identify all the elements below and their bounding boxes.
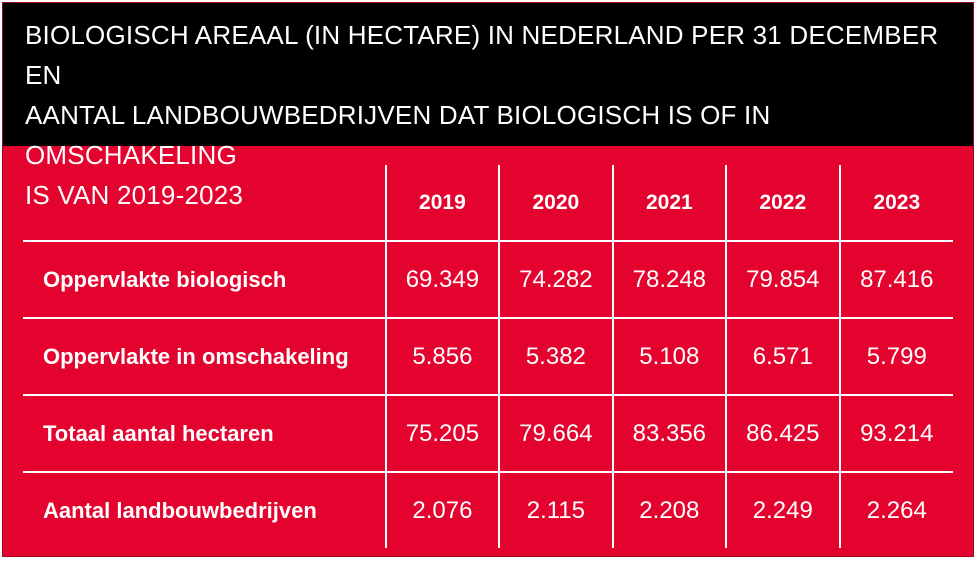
table-row: Oppervlakte in omschakeling 5.856 5.382 …: [23, 317, 953, 395]
table-cell: 5.856: [384, 317, 500, 395]
table-row: Aantal landbouwbedrijven 2.076 2.115 2.2…: [23, 471, 953, 548]
table-cell: 75.205: [384, 394, 500, 472]
table-cell: 79.664: [498, 394, 613, 472]
row-label: Totaal aantal hectaren: [23, 394, 386, 472]
table-cell: 74.282: [498, 240, 613, 318]
data-table: 2019 2020 2021 2022 2023 Oppervlakte bio…: [23, 165, 953, 548]
table-cell: 78.248: [611, 240, 727, 318]
table-row: Totaal aantal hectaren 75.205 79.664 83.…: [23, 394, 953, 472]
table-cell: 87.416: [838, 240, 953, 318]
page-title: BIOLOGISCH AREAAL (IN HECTARE) IN NEDERL…: [25, 20, 939, 210]
table-cell: 2.249: [725, 471, 840, 548]
table-cell: 83.356: [611, 394, 727, 472]
header-corner-cell: [23, 165, 386, 241]
table-cell: 79.854: [725, 240, 840, 318]
table-cell: 93.214: [838, 394, 953, 472]
table-cell: 5.108: [611, 317, 727, 395]
table-cell: 2.264: [838, 471, 953, 548]
table-cell: 2.076: [384, 471, 500, 548]
row-label: Oppervlakte biologisch: [23, 240, 386, 318]
table-cell: 5.799: [838, 317, 953, 395]
header-row: 2019 2020 2021 2022 2023: [23, 165, 953, 241]
year-header: 2023: [838, 165, 953, 241]
title-banner: BIOLOGISCH AREAAL (IN HECTARE) IN NEDERL…: [3, 3, 973, 210]
table-cell: 2.115: [498, 471, 613, 548]
row-label: Oppervlakte in omschakeling: [23, 317, 386, 395]
year-header: 2021: [611, 165, 727, 241]
year-header: 2022: [725, 165, 840, 241]
year-header: 2020: [498, 165, 613, 241]
table-cell: 86.425: [725, 394, 840, 472]
table-cell: 69.349: [384, 240, 500, 318]
table-cell: 6.571: [725, 317, 840, 395]
table-cell: 5.382: [498, 317, 613, 395]
table-cell: 2.208: [611, 471, 727, 548]
year-header: 2019: [384, 165, 500, 241]
row-label: Aantal landbouwbedrijven: [23, 471, 386, 548]
table-row: Oppervlakte biologisch 69.349 74.282 78.…: [23, 240, 953, 318]
